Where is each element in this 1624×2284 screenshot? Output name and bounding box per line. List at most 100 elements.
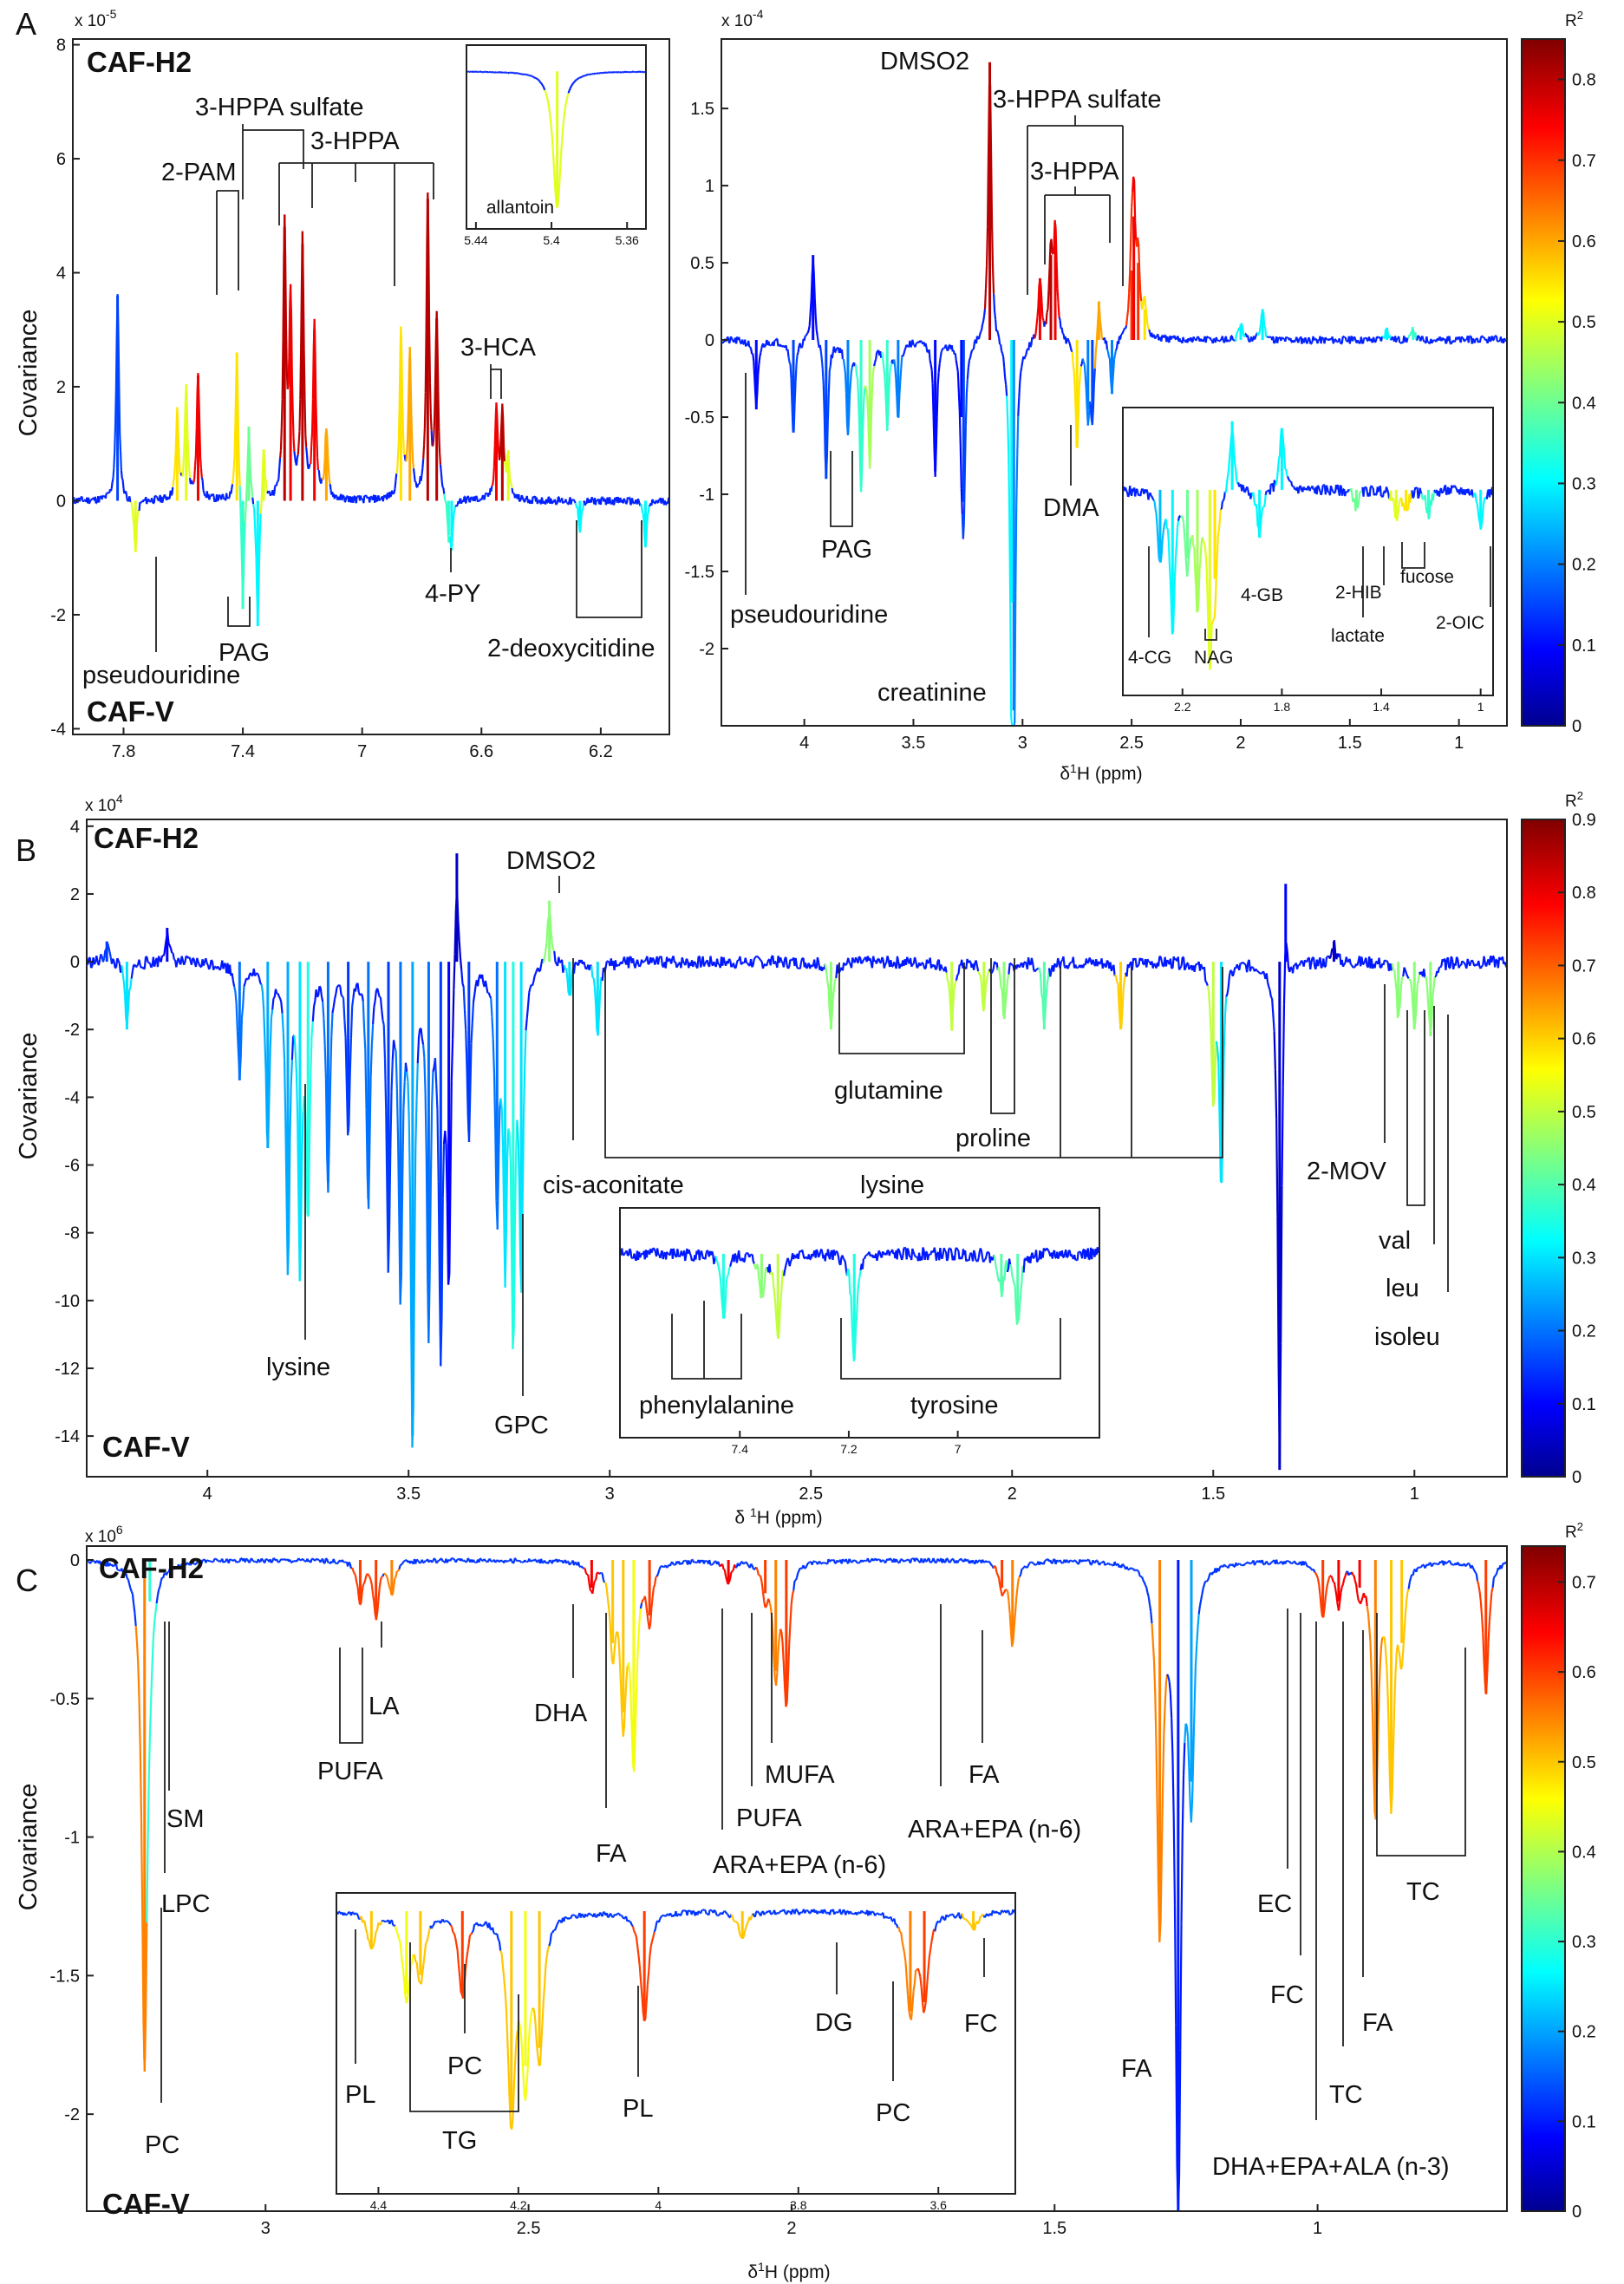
b-segment (1205, 982, 1209, 986)
b-segment (788, 959, 792, 968)
a2-segment (1235, 331, 1238, 336)
a1-inset-segment (560, 140, 564, 154)
c-segment (364, 1575, 368, 1581)
b-segment (1075, 966, 1079, 969)
a2-segment (946, 349, 949, 352)
b-segment (816, 956, 820, 963)
b-segment (1461, 960, 1464, 963)
c-segment (246, 1558, 250, 1563)
c-segment (609, 1621, 612, 1646)
b-segment (1179, 965, 1183, 969)
c-segment (193, 1563, 196, 1565)
a2-segment (1427, 341, 1431, 344)
a1-segment (200, 477, 204, 481)
a2-inset-segment (1186, 567, 1190, 577)
b-segment (341, 995, 345, 999)
a2-segment (1112, 354, 1117, 360)
b-segment (1216, 1047, 1220, 1064)
a1-inset-segment (539, 82, 543, 85)
b-segment (752, 958, 755, 966)
b-segment (271, 998, 275, 1010)
a2-segment (1095, 325, 1099, 343)
a1-inset-segment (512, 72, 516, 75)
a1-segment (610, 502, 613, 506)
a2-segment (779, 345, 783, 348)
a1-segment (453, 510, 456, 514)
a1-segment (481, 494, 485, 499)
panel-a2: x 10-4 4 3.5 3 2.5 2 1.5 11.510.50-0.5-1-1.5-2… (685, 7, 1508, 784)
c-segment (519, 1559, 521, 1563)
a2-inset-segment (1244, 488, 1248, 493)
b-segment (168, 945, 173, 949)
b-segment (956, 973, 960, 976)
b-inset-segment (851, 1322, 854, 1347)
b-segment (272, 996, 276, 1000)
b-segment (1463, 962, 1467, 966)
b-segment (558, 956, 561, 963)
a2-inset-segment (1485, 491, 1489, 499)
a2-segment (1089, 408, 1092, 420)
b-segment (373, 1001, 376, 1008)
a2-segment (1004, 377, 1008, 385)
c-segment (257, 1558, 261, 1563)
b-segment (1121, 988, 1125, 1012)
a2-inset-segment (1331, 490, 1334, 493)
b-inset-segment (756, 1263, 760, 1269)
a2-segment (1285, 336, 1288, 339)
a2-inset-segment (1150, 494, 1153, 498)
b-segment (1141, 958, 1145, 965)
c-exponent: x 106 (85, 1523, 123, 1546)
b-segment (121, 973, 125, 982)
b-segment (212, 966, 216, 970)
a1-segment (154, 495, 157, 498)
a2-segment (1353, 337, 1357, 343)
b-segment (382, 1020, 385, 1026)
bracket-fucose (1401, 542, 1425, 569)
a2-segment (1213, 337, 1216, 341)
a1-segment (297, 431, 301, 444)
b-inset-segment (698, 1252, 701, 1261)
a1-segment (394, 480, 397, 489)
a1-segment (438, 431, 441, 454)
a2-segment (1010, 716, 1014, 727)
b-inset-segment (835, 1250, 839, 1254)
b-segment (525, 1005, 530, 1019)
a1-segment (239, 510, 243, 539)
b-inset-segment (850, 1295, 853, 1323)
a2-inset-segment (1357, 498, 1360, 506)
b-segment (1342, 963, 1346, 968)
b-segment (247, 974, 251, 980)
b-segment (457, 920, 460, 941)
b-segment (1477, 960, 1481, 968)
a1-inset-segment (597, 72, 600, 75)
a2-segment (813, 297, 817, 317)
a2-inset-segment (1203, 545, 1207, 554)
b-segment (150, 965, 153, 969)
c-segment (140, 1818, 144, 1918)
a2-segment (776, 338, 779, 347)
a2-segment (1099, 320, 1102, 329)
a2-inset-segment (1233, 449, 1236, 464)
a1-inset-segment (630, 70, 633, 74)
b-segment (832, 989, 835, 1001)
b-segment (1166, 959, 1170, 963)
c-segment (600, 1571, 603, 1575)
c-segment (112, 1564, 115, 1568)
b-segment (463, 1009, 467, 1030)
c-segment (488, 1558, 492, 1563)
a2-inset-segment (1224, 482, 1229, 493)
a2-segment (1479, 336, 1483, 339)
a2-segment (1254, 336, 1257, 340)
c-segment (513, 1557, 518, 1561)
a2-segment (894, 367, 897, 379)
a2-segment (809, 298, 812, 314)
a1-inset-segment (575, 78, 577, 82)
a2-segment (1052, 245, 1055, 255)
a2-segment (971, 349, 974, 351)
a2-segment (1304, 336, 1308, 343)
b-segment (709, 956, 713, 963)
a1-inset-segment (506, 71, 509, 75)
a2-segment (855, 375, 859, 379)
c-segment (483, 1558, 486, 1562)
c-segment (232, 1558, 235, 1562)
